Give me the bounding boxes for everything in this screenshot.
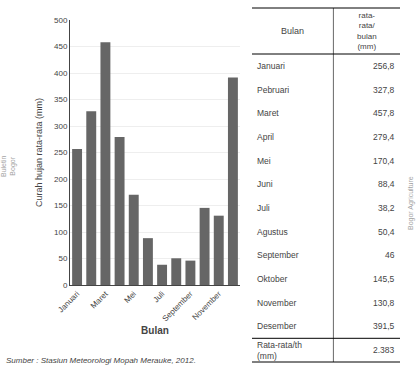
svg-text:Maret: Maret	[257, 108, 279, 118]
svg-text:Agustus: Agustus	[257, 227, 288, 237]
svg-text:Mei: Mei	[257, 156, 271, 166]
svg-text:145,5: 145,5	[373, 274, 395, 284]
svg-text:November: November	[191, 289, 224, 322]
svg-text:50: 50	[58, 254, 67, 263]
svg-text:Rata-rata/th(mm): Rata-rata/th(mm)	[257, 340, 302, 361]
svg-text:Bulan: Bulan	[281, 26, 304, 36]
svg-text:2.383: 2.383	[373, 345, 395, 355]
svg-text:Juni: Juni	[257, 179, 273, 189]
svg-text:Curah hujan rata-rata (mm): Curah hujan rata-rata (mm)	[34, 98, 44, 207]
svg-text:300: 300	[54, 122, 68, 131]
svg-text:Juli: Juli	[151, 289, 166, 304]
svg-text:350: 350	[54, 95, 68, 104]
svg-text:Bogor Agriculture: Bogor Agriculture	[407, 176, 415, 230]
svg-text:88,4: 88,4	[378, 179, 395, 189]
svg-text:400: 400	[54, 69, 68, 78]
svg-text:150: 150	[54, 201, 68, 210]
svg-text:279,4: 279,4	[373, 132, 395, 142]
svg-text:Juli: Juli	[257, 203, 270, 213]
svg-text:April: April	[257, 132, 274, 142]
svg-text:457,8: 457,8	[373, 108, 395, 118]
svg-text:450: 450	[54, 42, 68, 51]
svg-text:38,2: 38,2	[378, 203, 395, 213]
svg-text:BuletinBogor: BuletinBogor	[0, 155, 17, 177]
svg-text:rata-rata/bulan(mm): rata-rata/bulan(mm)	[357, 11, 377, 51]
svg-text:250: 250	[54, 148, 68, 157]
svg-text:Bulan: Bulan	[141, 325, 169, 336]
svg-text:327,8: 327,8	[373, 85, 395, 95]
svg-text:100: 100	[54, 228, 68, 237]
svg-text:0: 0	[63, 281, 68, 290]
svg-text:Oktober: Oktober	[257, 274, 287, 284]
svg-text:Sumber : Stasiun Meteorologi M: Sumber : Stasiun Meteorologi Mopah Merau…	[6, 356, 196, 365]
svg-text:November: November	[257, 298, 296, 308]
svg-text:September: September	[161, 289, 195, 323]
svg-text:50,4: 50,4	[378, 227, 395, 237]
svg-text:Desember: Desember	[257, 321, 296, 331]
svg-text:Pebruari: Pebruari	[257, 85, 289, 95]
svg-text:500: 500	[54, 16, 68, 25]
svg-text:391,5: 391,5	[373, 321, 395, 331]
svg-text:Mei: Mei	[123, 289, 139, 305]
svg-text:170,4: 170,4	[373, 156, 395, 166]
svg-text:September: September	[257, 250, 299, 260]
svg-text:Januari: Januari	[257, 61, 285, 71]
svg-text:256,8: 256,8	[373, 61, 395, 71]
svg-text:Maret: Maret	[89, 289, 110, 310]
svg-text:200: 200	[54, 175, 68, 184]
svg-text:Januari: Januari	[56, 289, 81, 314]
svg-text:130,8: 130,8	[373, 298, 395, 308]
svg-text:46: 46	[385, 250, 395, 260]
